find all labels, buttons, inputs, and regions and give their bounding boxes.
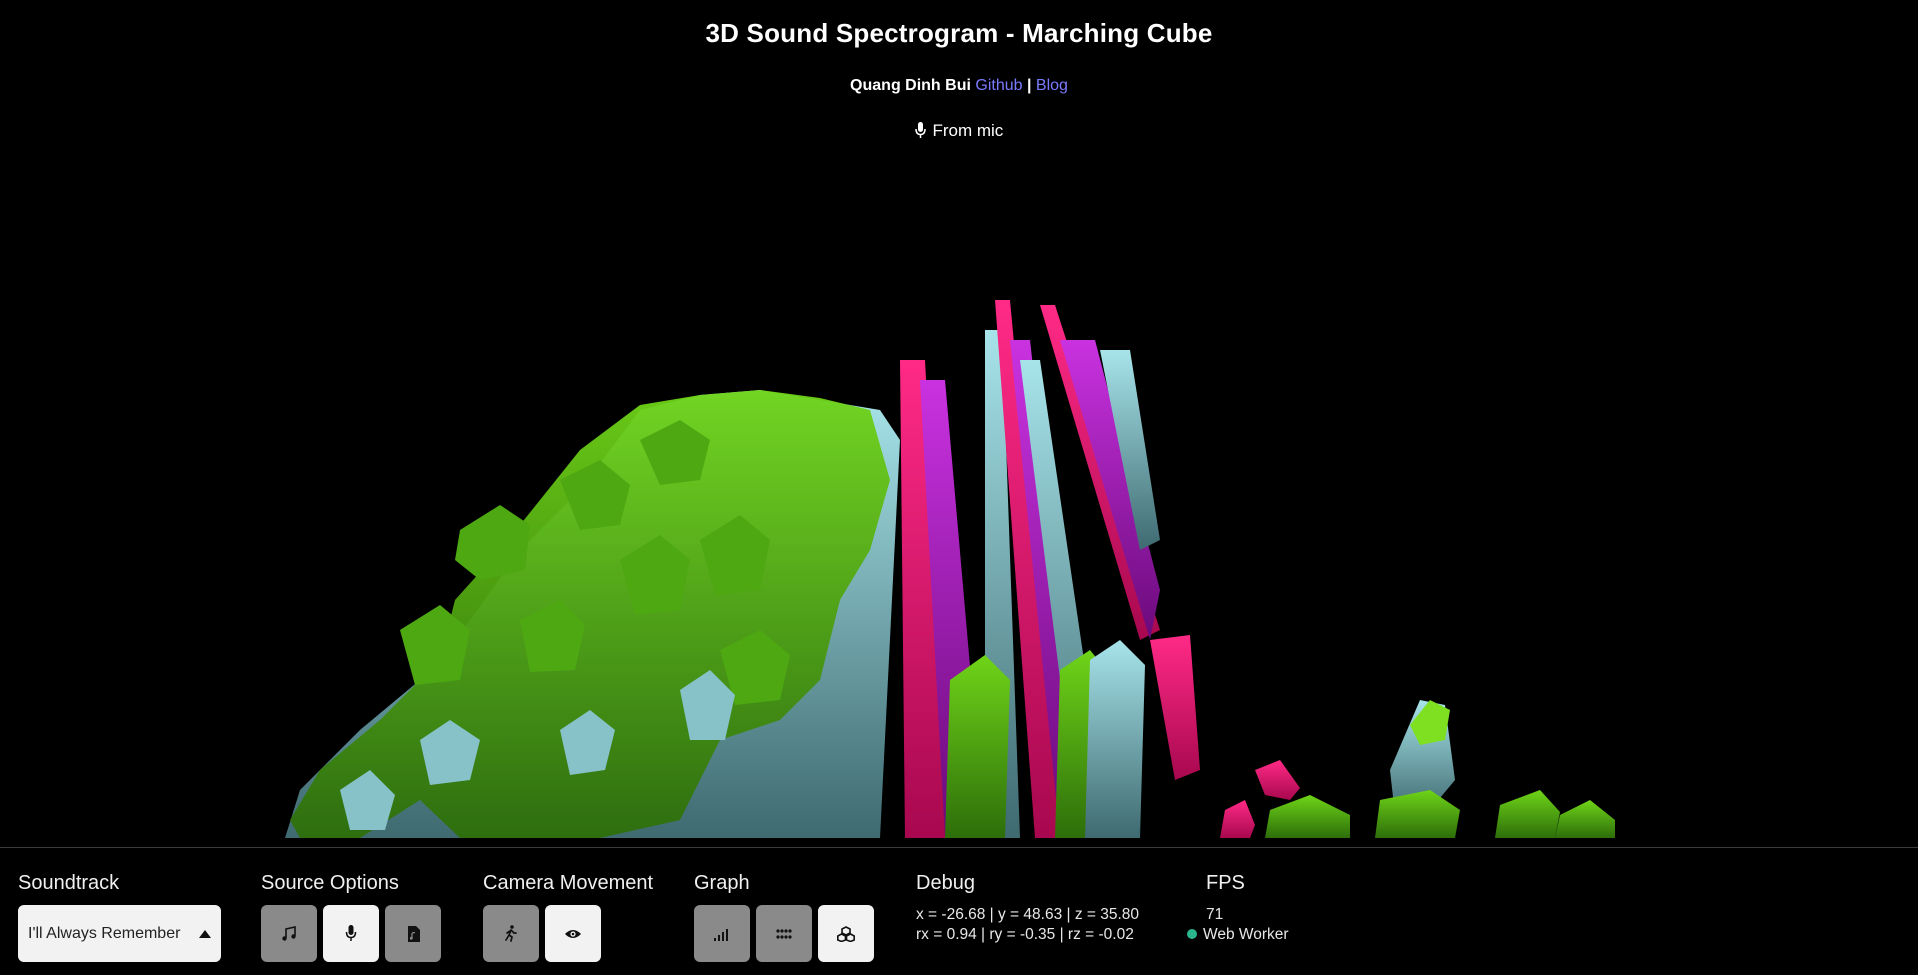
camera-movement-group: Camera Movement [483,872,653,962]
blob-magenta-right [1255,760,1300,800]
fps-label: FPS [1206,872,1245,894]
source-status: From mic [0,121,1918,141]
debug-position: x = -26.68 | y = 48.63 | z = 35.80 [916,906,1140,923]
link-separator: | [1026,77,1032,94]
debug-label: Debug [916,872,975,894]
blob-green-right-5 [1555,800,1615,838]
author-name: Quang Dinh Bui [850,77,971,94]
source-mic-button[interactable] [323,905,379,962]
camera-orbit-button[interactable] [545,905,601,962]
blob-green-right-1 [1265,795,1350,838]
credits: Quang Dinh Bui Github | Blog [0,77,1918,95]
graph-bars-button[interactable] [694,905,750,962]
blog-link[interactable]: Blog [1035,77,1068,94]
fps-value: 71 [1206,906,1224,923]
graph-marching-cube-button[interactable] [818,905,874,962]
ridge-magenta-1 [900,360,950,838]
graph-label: Graph [694,872,750,894]
terrain-green-layer [290,390,890,838]
camera-walk-button[interactable] [483,905,539,962]
ridge-purple-3 [1060,340,1160,640]
ridge-magenta-2 [995,300,1060,838]
soundtrack-group: Soundtrack I'll Always Remember [18,872,221,962]
source-options-group: Source Options [261,872,441,962]
grid-dots-icon [776,928,792,939]
soundtrack-selected-value: I'll Always Remember [28,924,181,942]
music-note-icon [282,925,296,941]
blob-green-right-3 [1375,790,1460,838]
web-worker-status: Web Worker [1187,925,1289,945]
ridge-magenta-4 [1150,635,1200,780]
source-file-button[interactable] [385,905,441,962]
file-audio-icon [407,925,420,942]
spectrogram-3d-canvas[interactable] [0,300,1918,838]
camera-movement-label: Camera Movement [483,872,654,894]
fps-group: FPS 71 Web Worker [1187,872,1289,945]
caret-up-icon [199,929,211,938]
debug-group: Debug x = -26.68 | y = 48.63 | z = 35.80… [916,872,1139,945]
soundtrack-label: Soundtrack [18,872,120,894]
page-title: 3D Sound Spectrogram - Marching Cube [705,18,1213,48]
debug-rotation: rx = 0.94 | ry = -0.35 | rz = -0.02 [916,926,1134,943]
terrain-green-clumps [400,420,790,705]
source-music-button[interactable] [261,905,317,962]
microphone-icon [914,122,926,138]
bars-icon [714,928,728,941]
terrain-teal-patches [340,670,735,830]
blob-green-right-4 [1495,790,1560,838]
pillar-green-1 [945,655,1010,838]
cubes-icon [837,925,855,942]
eye-icon [565,929,581,938]
pillar-green-3 [1085,640,1145,838]
source-options-label: Source Options [261,872,399,894]
status-dot-icon [1187,929,1197,939]
blob-green-right-2 [1410,700,1450,745]
blob-magenta-right-2 [1220,800,1255,838]
source-status-label: From mic [932,121,1004,140]
web-worker-label: Web Worker [1203,926,1289,943]
walking-icon [505,925,517,942]
microphone-icon [345,925,357,941]
github-link[interactable]: Github [975,77,1023,94]
soundtrack-select[interactable]: I'll Always Remember [18,905,221,962]
graph-points-button[interactable] [756,905,812,962]
control-panel: Soundtrack I'll Always Remember Source O… [0,847,1918,975]
ridge-teal-3 [1100,350,1160,550]
graph-group: Graph [694,872,874,962]
